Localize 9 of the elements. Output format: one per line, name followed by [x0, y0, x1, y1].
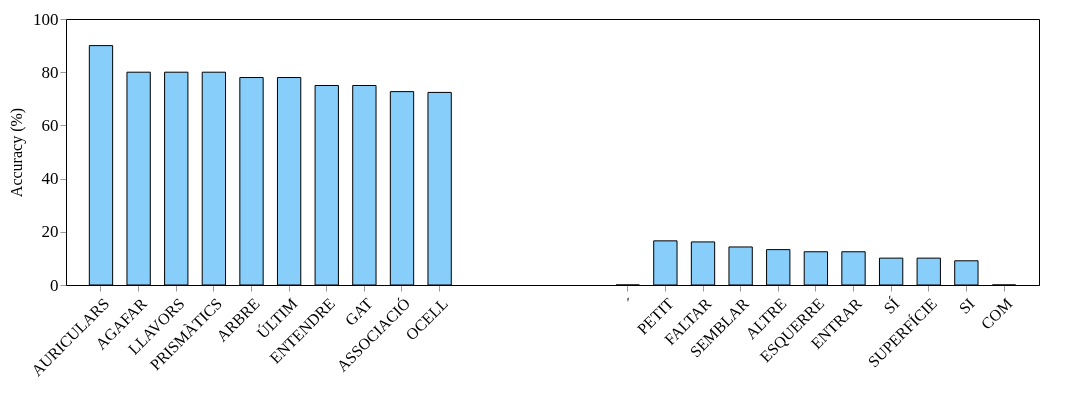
- y-tick-label: 40: [41, 169, 59, 189]
- y-tick-label: 80: [41, 62, 59, 82]
- x-tick-label: SI: [955, 294, 978, 317]
- y-tick-label: 60: [41, 115, 59, 135]
- y-tick-label: 100: [33, 9, 59, 29]
- x-tick-label: ´: [623, 294, 640, 311]
- y-tick-label: 20: [41, 222, 59, 242]
- y-tick-label: 0: [50, 275, 59, 295]
- y-axis-title: Accuracy (%): [8, 107, 26, 198]
